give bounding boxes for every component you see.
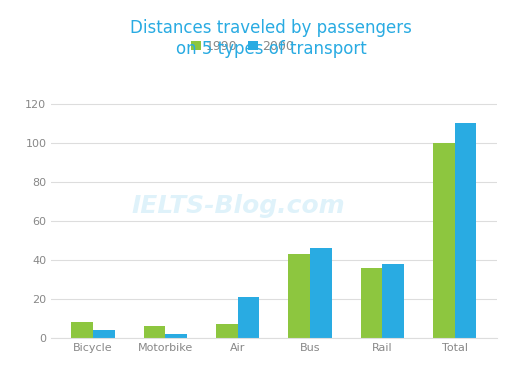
Legend: 1990, 2000: 1990, 2000 xyxy=(186,35,300,58)
Bar xyxy=(433,143,455,338)
Bar xyxy=(72,322,93,338)
Bar xyxy=(238,297,260,338)
Text: IELTS-Blog.com: IELTS-Blog.com xyxy=(132,194,345,218)
Bar xyxy=(144,326,165,338)
Bar xyxy=(382,264,404,338)
Bar xyxy=(360,268,382,338)
Text: Distances traveled by passengers
on 5 types of transport: Distances traveled by passengers on 5 ty… xyxy=(131,19,412,58)
Bar xyxy=(165,334,187,338)
Bar xyxy=(310,248,332,338)
Bar xyxy=(93,330,115,338)
Bar xyxy=(455,124,476,338)
Bar xyxy=(288,254,310,338)
Bar xyxy=(216,324,238,338)
